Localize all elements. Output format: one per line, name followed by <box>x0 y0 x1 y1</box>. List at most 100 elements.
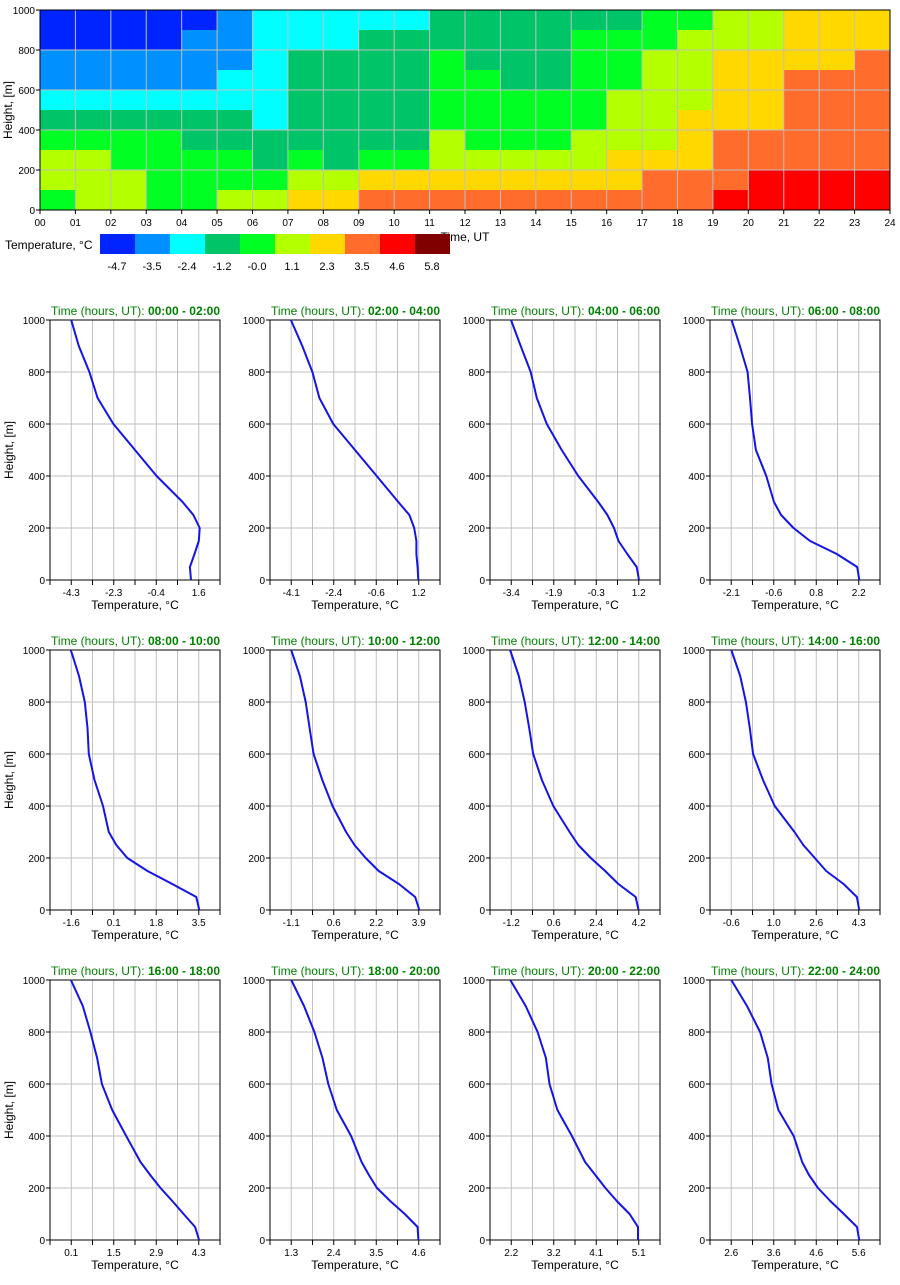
panel-title-prefix: Time (hours, UT): <box>271 634 368 648</box>
panel-title-prefix: Time (hours, UT): <box>711 964 808 978</box>
y-tick-label: 1000 <box>23 646 46 657</box>
heatmap-cell <box>323 170 359 191</box>
x-tick-label: -1.6 <box>63 918 81 929</box>
heatmap-cell <box>430 110 466 131</box>
y-tick-label: 400 <box>688 472 705 483</box>
colorbar-label: Temperature, °C <box>5 238 93 252</box>
heatmap-cell <box>111 10 147 31</box>
heatmap-cell <box>678 130 714 151</box>
x-tick-label: 12 <box>459 218 471 229</box>
x-tick-label: -1.2 <box>503 918 521 929</box>
y-tick-label: 800 <box>468 698 485 709</box>
panel-title: Time (hours, UT): 08:00 - 10:00 <box>51 634 220 648</box>
y-axis-label: Height, [m] <box>2 1081 16 1139</box>
heatmap-cell <box>217 190 253 211</box>
heatmap-cell <box>819 190 855 211</box>
heatmap-cell <box>40 110 76 131</box>
heatmap-cell <box>182 170 218 191</box>
heatmap-cell <box>75 170 111 191</box>
heatmap-cell <box>607 90 643 111</box>
x-tick-label: 07 <box>282 218 294 229</box>
heatmap-cell <box>75 130 111 151</box>
x-tick-label: 24 <box>884 218 896 229</box>
heatmap-cell <box>536 170 572 191</box>
panel-title: Time (hours, UT): 10:00 - 12:00 <box>271 634 440 648</box>
x-tick-label: 16 <box>601 218 613 229</box>
heatmap-cell <box>359 170 395 191</box>
colorbar-value: 2.3 <box>319 261 334 273</box>
heatmap-cell <box>217 150 253 171</box>
heatmap-cell <box>784 90 820 111</box>
heatmap-cell <box>217 110 253 131</box>
heatmap-cell <box>394 170 430 191</box>
heatmap-cell <box>359 110 395 131</box>
x-tick-label: 03 <box>141 218 153 229</box>
heatmap-cell <box>855 10 891 31</box>
x-axis-label: Temperature, °C <box>531 598 619 612</box>
heatmap-cell <box>146 170 182 191</box>
heatmap-cell <box>571 30 607 51</box>
heatmap-cell <box>855 150 891 171</box>
heatmap-cell <box>253 50 289 71</box>
y-tick-label: 600 <box>468 1080 485 1091</box>
panel-title-prefix: Time (hours, UT): <box>711 304 808 318</box>
heatmap-cell <box>784 110 820 131</box>
heatmap-cell <box>678 170 714 191</box>
x-tick-label: 5.6 <box>852 1248 866 1259</box>
heatmap-cell <box>465 50 501 71</box>
heatmap-cell <box>713 50 749 71</box>
panel-title-range: 22:00 - 24:00 <box>808 964 880 978</box>
y-tick-label: 600 <box>688 750 705 761</box>
heatmap-cell <box>146 30 182 51</box>
y-tick-label: 1000 <box>683 976 706 987</box>
heatmap-cell <box>678 90 714 111</box>
heatmap-cell <box>607 150 643 171</box>
y-tick-label: 600 <box>18 86 35 97</box>
heatmap-cell <box>642 70 678 91</box>
heatmap-cell <box>855 50 891 71</box>
heatmap-cell <box>500 150 536 171</box>
y-tick-label: 0 <box>29 206 35 217</box>
y-tick-label: 200 <box>468 854 485 865</box>
x-tick-label: 09 <box>353 218 365 229</box>
x-tick-label: 17 <box>637 218 649 229</box>
y-tick-label: 1000 <box>243 316 266 327</box>
x-axis-label: Temperature, °C <box>311 598 399 612</box>
x-tick-label: -1.1 <box>283 918 301 929</box>
y-tick-label: 1000 <box>463 646 486 657</box>
heatmap-cell <box>288 10 324 31</box>
heatmap-cell <box>500 70 536 91</box>
heatmap-cell <box>253 170 289 191</box>
heatmap-cell <box>713 130 749 151</box>
x-axis-label: Temperature, °C <box>311 1258 399 1272</box>
y-tick-label: 400 <box>28 802 45 813</box>
heatmap-cell <box>217 70 253 91</box>
y-tick-label: 200 <box>28 524 45 535</box>
y-tick-label: 800 <box>688 1028 705 1039</box>
heatmap-cell <box>536 70 572 91</box>
heatmap-cell <box>288 30 324 51</box>
x-tick-label: 06 <box>247 218 259 229</box>
y-tick-label: 1000 <box>683 646 706 657</box>
x-tick-label: 10 <box>389 218 401 229</box>
colorbar-swatch <box>380 234 415 254</box>
heatmap-cell <box>819 90 855 111</box>
panel-title-range: 12:00 - 14:00 <box>588 634 660 648</box>
heatmap-cell <box>217 30 253 51</box>
y-tick-label: 200 <box>18 166 35 177</box>
heatmap-cell <box>678 110 714 131</box>
heatmap-cell <box>111 50 147 71</box>
x-tick-label: 01 <box>70 218 82 229</box>
heatmap-cell <box>784 190 820 211</box>
x-tick-label: 05 <box>212 218 224 229</box>
x-tick-label: 4.3 <box>852 918 866 929</box>
x-axis-label: Temperature, °C <box>531 928 619 942</box>
heatmap-cell <box>571 170 607 191</box>
panel-title-range: 06:00 - 08:00 <box>808 304 880 318</box>
heatmap-cell <box>146 190 182 211</box>
y-axis-label: Height, [m] <box>2 751 16 809</box>
y-tick-label: 400 <box>248 1132 265 1143</box>
heatmap-cell <box>359 150 395 171</box>
